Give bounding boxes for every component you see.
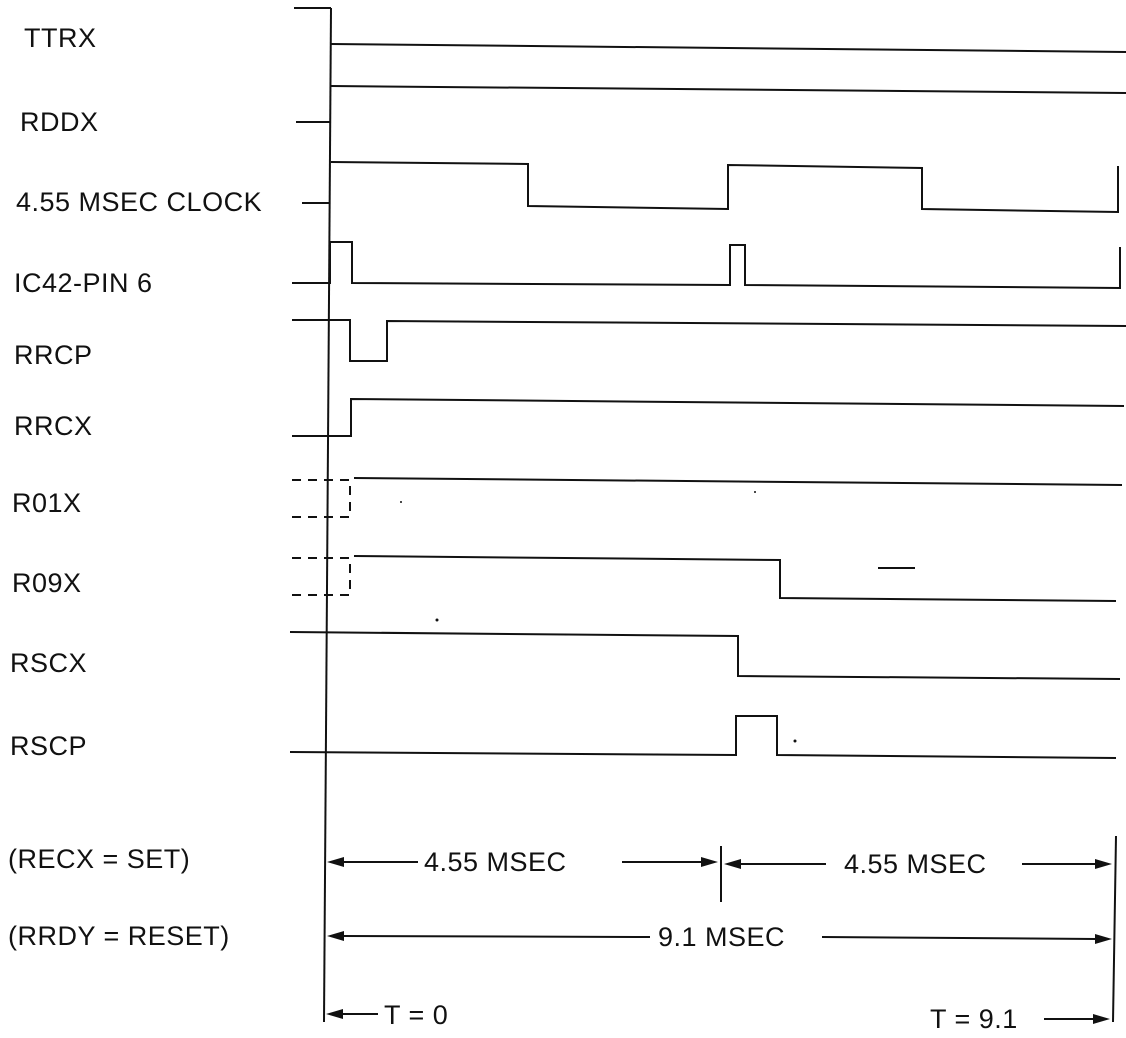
signal-label-rscp: RSCP: [10, 731, 87, 761]
waveform-ic42-pin6: [292, 241, 1121, 290]
signal-label-rrcx: RRCX: [14, 411, 93, 441]
dim-total-right-line: [821, 936, 1097, 940]
waveform-r01x: [353, 477, 1123, 486]
waveform-rddx: [330, 85, 1126, 94]
scan-speck-2: [793, 739, 797, 743]
dim-total-right-arrowhead: [1095, 934, 1112, 944]
t-start-label: T = 0: [384, 1000, 448, 1030]
dim-total-label: 9.1 MSEC: [658, 922, 785, 952]
dim-total-left-arrowhead: [327, 931, 344, 941]
scan-speck-4: [754, 491, 756, 493]
dim-first-half-label: 4.55 MSEC: [424, 847, 567, 877]
dim-first-half-right-arrowhead: [701, 857, 718, 867]
signal-label-rddx: RDDX: [20, 107, 99, 137]
waveform-r01x-dashed-high: [292, 479, 351, 518]
signal-label-ic42: IC42-PIN 6: [14, 268, 153, 298]
t0-vertical-line: [323, 7, 332, 1023]
scan-speck-1: [435, 618, 439, 622]
waveform-rrcx: [292, 397, 1125, 437]
waveform-ttrx: [330, 43, 1126, 53]
dim-second-half-left-arrowhead: [724, 859, 741, 869]
signal-label-rrcp: RRCP: [14, 340, 93, 370]
dim-second-half-label: 4.55 MSEC: [844, 849, 987, 879]
t-end-arrowhead: [1093, 1014, 1110, 1024]
waveform-rscx: [289, 631, 1121, 680]
dim-first-half-left-arrowhead: [327, 857, 344, 867]
signal-label-ttrx: TTRX: [24, 23, 97, 53]
condition-rrdy-reset: (RRDY = RESET): [8, 921, 230, 951]
dim-second-half-right-arrowhead: [1095, 859, 1112, 869]
waveform-rrcp: [292, 319, 1126, 362]
signal-label-r01x: R01X: [12, 488, 82, 518]
signal-label-clock: 4.55 MSEC CLOCK: [16, 187, 262, 217]
t-end-label: T = 9.1: [930, 1004, 1018, 1034]
waveform-r09x: [353, 555, 1117, 602]
condition-recx-set: (RECX = SET): [8, 844, 190, 874]
end-marker-line: [1112, 835, 1117, 1023]
signal-label-r09x: R09X: [12, 568, 82, 598]
dim-total-left-line: [342, 935, 651, 938]
waveform-rscp: [289, 715, 1117, 759]
t-start-arrowhead: [326, 1009, 343, 1019]
waveform-clock: [330, 161, 1119, 214]
scan-speck-3: [400, 501, 402, 503]
waveform-r09x-dashed-high: [292, 557, 351, 596]
signal-label-rscx: RSCX: [10, 648, 87, 678]
